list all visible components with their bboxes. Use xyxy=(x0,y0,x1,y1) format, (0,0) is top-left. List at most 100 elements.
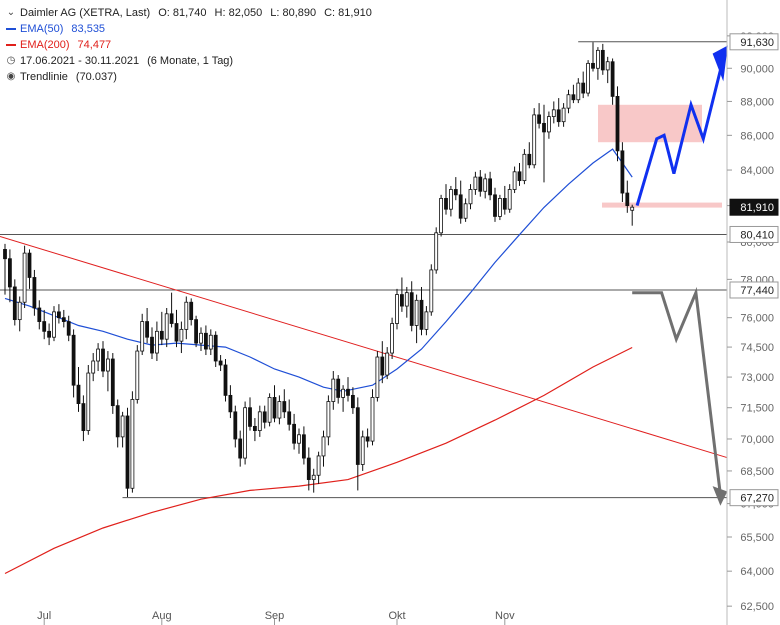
legend-range-row[interactable]: ◷ 17.06.2021 - 30.11.2021 (6 Monate, 1 T… xyxy=(6,53,372,69)
candle-body-down xyxy=(71,334,76,386)
candle xyxy=(91,353,96,382)
candle xyxy=(630,204,635,226)
candle-body-down xyxy=(346,388,350,396)
candle-body-down xyxy=(203,332,208,350)
candle xyxy=(189,298,194,326)
candle-body-up xyxy=(331,378,336,402)
candle xyxy=(71,329,76,398)
candle xyxy=(561,103,566,127)
trendline-value: (70.037) xyxy=(75,71,117,83)
candle-body-up xyxy=(321,436,326,457)
candle-body-down xyxy=(444,198,448,210)
candle xyxy=(248,397,252,431)
legend-ema200-row[interactable]: EMA(200) 74,477 xyxy=(6,37,372,53)
price-tag-box xyxy=(729,489,779,507)
candle xyxy=(605,56,610,84)
candle-body-down xyxy=(350,394,355,409)
low-value: L: 80,890 xyxy=(270,7,317,19)
candle-body-down xyxy=(238,438,243,459)
price-tag-label: 77,440 xyxy=(740,285,774,297)
zones-layer xyxy=(598,104,722,208)
y-tick-label: 68,500 xyxy=(740,466,774,478)
candle-body-up xyxy=(512,171,517,190)
support-band xyxy=(602,202,722,208)
y-tick-label: 74,500 xyxy=(740,342,774,354)
candle-body-down xyxy=(517,171,522,182)
chevron-down-icon[interactable]: ⌄ xyxy=(6,7,16,18)
candle-body-up xyxy=(385,352,390,376)
candle xyxy=(473,171,478,195)
y-tick-label: 84,000 xyxy=(740,165,774,177)
candle-body-down xyxy=(213,334,218,362)
candle xyxy=(42,309,47,340)
x-tick-label: Nov xyxy=(495,610,515,622)
candle xyxy=(551,101,556,124)
legend-ema50-row[interactable]: EMA(50) 83,535 xyxy=(6,21,372,37)
bearish-arrowhead xyxy=(712,486,728,506)
candle xyxy=(252,418,257,442)
candle-body-down xyxy=(615,96,620,152)
candle-body-up xyxy=(395,294,399,324)
candle xyxy=(350,387,355,414)
candle-body-down xyxy=(57,311,61,319)
candle-body-up xyxy=(154,330,159,354)
candle-body-down xyxy=(306,457,311,480)
bullish-arrow xyxy=(635,59,725,207)
candle xyxy=(125,407,130,498)
candle xyxy=(238,430,243,467)
candle-body-up xyxy=(473,176,478,190)
candle xyxy=(106,351,110,392)
ema50-value: 83,535 xyxy=(71,23,106,35)
candle-body-down xyxy=(556,109,561,123)
candle-body-up xyxy=(91,360,96,374)
candle-body-down xyxy=(380,356,385,376)
candle-body-down xyxy=(527,153,532,166)
candle xyxy=(257,405,262,437)
price-tag-box xyxy=(729,198,779,216)
candle xyxy=(448,185,453,217)
candle-body-up xyxy=(243,407,248,459)
candle xyxy=(120,411,125,448)
ema50-swatch xyxy=(6,28,16,30)
candle-body-up xyxy=(463,203,468,219)
candle xyxy=(52,306,56,342)
ema200-label: EMA(200) xyxy=(20,39,70,51)
candle xyxy=(115,399,120,448)
price-tag-2: 80,410 xyxy=(729,225,779,243)
candle xyxy=(140,313,145,356)
y-tick-label: 76,000 xyxy=(740,313,774,325)
clock-icon: ◷ xyxy=(6,55,16,66)
candle xyxy=(272,385,277,423)
candle xyxy=(297,428,301,454)
price-tag-3: 77,440 xyxy=(729,281,779,299)
candle xyxy=(12,279,17,326)
candle-body-down xyxy=(365,436,370,442)
price-tag-box xyxy=(729,33,779,51)
bullish-arrowhead xyxy=(712,45,728,82)
price-tag-label: 67,270 xyxy=(740,493,774,505)
legend-trendline-row[interactable]: ◉ Trendlinie (70.037) xyxy=(6,69,372,85)
candle-body-down xyxy=(252,425,257,431)
candle-body-down xyxy=(115,405,120,438)
candle-body-down xyxy=(488,178,493,196)
candle xyxy=(483,173,488,199)
candle xyxy=(145,308,150,344)
candle-body-down xyxy=(453,189,458,196)
candle-body-up xyxy=(605,61,610,71)
candle xyxy=(365,428,370,448)
candle-body-up xyxy=(277,401,282,419)
candle xyxy=(581,71,586,99)
candle xyxy=(532,108,537,169)
candle-body-down xyxy=(581,82,586,94)
y-tick-label: 90,000 xyxy=(740,63,774,75)
candle-body-down xyxy=(600,49,605,71)
trendline xyxy=(0,236,728,459)
candle xyxy=(7,249,12,303)
candle-body-down xyxy=(125,415,130,489)
candle-body-down xyxy=(42,321,47,332)
candle-body-down xyxy=(301,434,306,459)
close-value: C: 81,910 xyxy=(324,7,372,19)
candle-body-down xyxy=(620,150,625,194)
candle-body-down xyxy=(355,407,360,465)
